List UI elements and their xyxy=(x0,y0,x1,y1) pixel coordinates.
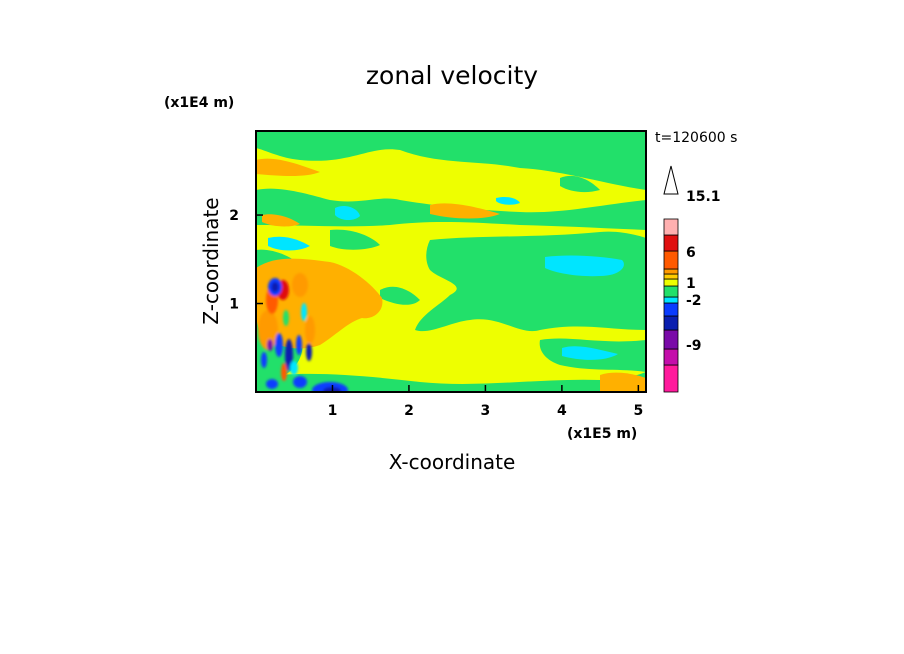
contour-field xyxy=(256,131,646,392)
colorbar-label-minus-2: -2 xyxy=(686,293,702,309)
colorbar-segment xyxy=(663,302,679,317)
x-tick-label: 5 xyxy=(633,403,643,419)
colorbar-segment xyxy=(663,218,679,236)
y-tick-label: 1 xyxy=(229,297,239,313)
colorbar-label-minus-9: -9 xyxy=(686,338,702,354)
x-tick-label: 2 xyxy=(404,403,414,419)
colorbar-segment xyxy=(663,278,679,287)
x-tick-label: 4 xyxy=(557,403,567,419)
colorbar-segment xyxy=(663,285,679,298)
colorbar: 15.1 6 1 -2 -9 xyxy=(663,165,721,393)
colorbar-label-15-1: 15.1 xyxy=(686,189,721,205)
y-unit-label: (x1E4 m) xyxy=(164,95,234,111)
colorbar-segment xyxy=(663,315,679,331)
y-tick-label: 2 xyxy=(229,208,239,224)
chart-title: zonal velocity xyxy=(366,61,538,90)
time-label: t=120600 s xyxy=(655,130,737,146)
colorbar-segment xyxy=(663,329,679,350)
colorbar-segment xyxy=(663,273,679,280)
colorbar-segment xyxy=(663,348,679,366)
colorbar-segment xyxy=(663,234,679,252)
colorbar-segments xyxy=(663,218,679,393)
y-axis-ticks: 12 xyxy=(229,208,263,313)
colorbar-segment xyxy=(663,268,679,275)
colorbar-label-1: 1 xyxy=(686,276,696,292)
x-tick-label: 3 xyxy=(481,403,491,419)
turbulent-region xyxy=(258,273,348,392)
colorbar-segment xyxy=(663,250,679,270)
x-axis-label: X-coordinate xyxy=(389,450,516,474)
orange-regions xyxy=(256,158,646,392)
plot-frame xyxy=(255,130,647,393)
colorbar-label-6: 6 xyxy=(686,245,696,261)
colorbar-segment xyxy=(663,296,679,304)
cyan-regions xyxy=(268,196,624,360)
x-unit-label: (x1E5 m) xyxy=(567,426,637,442)
colorbar-segment xyxy=(663,364,679,393)
x-axis-ticks: 1 2 3 4 5 xyxy=(328,385,643,419)
x-tick-label: 1 xyxy=(328,403,338,419)
y-axis-label: Z-coordinate xyxy=(199,197,223,324)
colorbar-arrow xyxy=(663,165,679,195)
